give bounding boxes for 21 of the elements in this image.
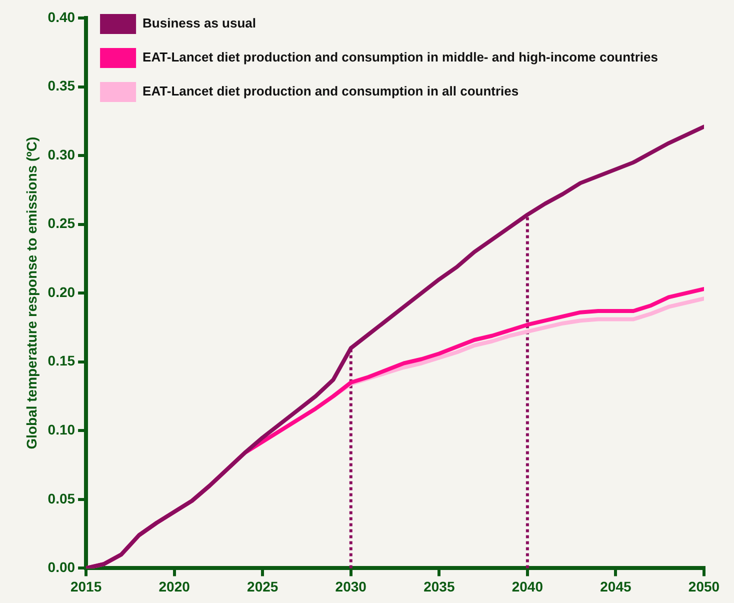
y-tick-label: 0.30 xyxy=(48,146,76,162)
y-tick-label: 0.20 xyxy=(48,284,76,300)
y-tick-label: 0.00 xyxy=(48,559,76,576)
x-tick-label: 2040 xyxy=(512,578,544,594)
x-tick-label: 2050 xyxy=(688,578,720,594)
x-tick-label: 2035 xyxy=(424,578,455,594)
x-tick-label: 2025 xyxy=(247,578,278,594)
x-tick-label: 2015 xyxy=(70,578,102,594)
y-tick-label: 0.05 xyxy=(48,490,76,506)
legend-label: EAT-Lancet diet production and consumption in middle- and high-income countries xyxy=(142,50,658,65)
x-tick-label: 2030 xyxy=(335,578,367,594)
x-tick-label: 2020 xyxy=(158,578,190,594)
y-tick-label: 0.40 xyxy=(48,8,76,25)
x-tick-label: 2045 xyxy=(600,578,632,594)
y-tick-label: 0.10 xyxy=(48,422,76,438)
legend-label: Business as usual xyxy=(142,16,256,31)
y-axis-title: Global temperature response to emissions (ºC) xyxy=(23,136,40,450)
y-tick-label: 0.25 xyxy=(48,215,76,232)
y-tick-label: 0.15 xyxy=(48,352,76,369)
y-tick-label: 0.35 xyxy=(48,78,76,94)
legend-label: EAT-Lancet diet production and consumption in all countries xyxy=(142,84,519,99)
